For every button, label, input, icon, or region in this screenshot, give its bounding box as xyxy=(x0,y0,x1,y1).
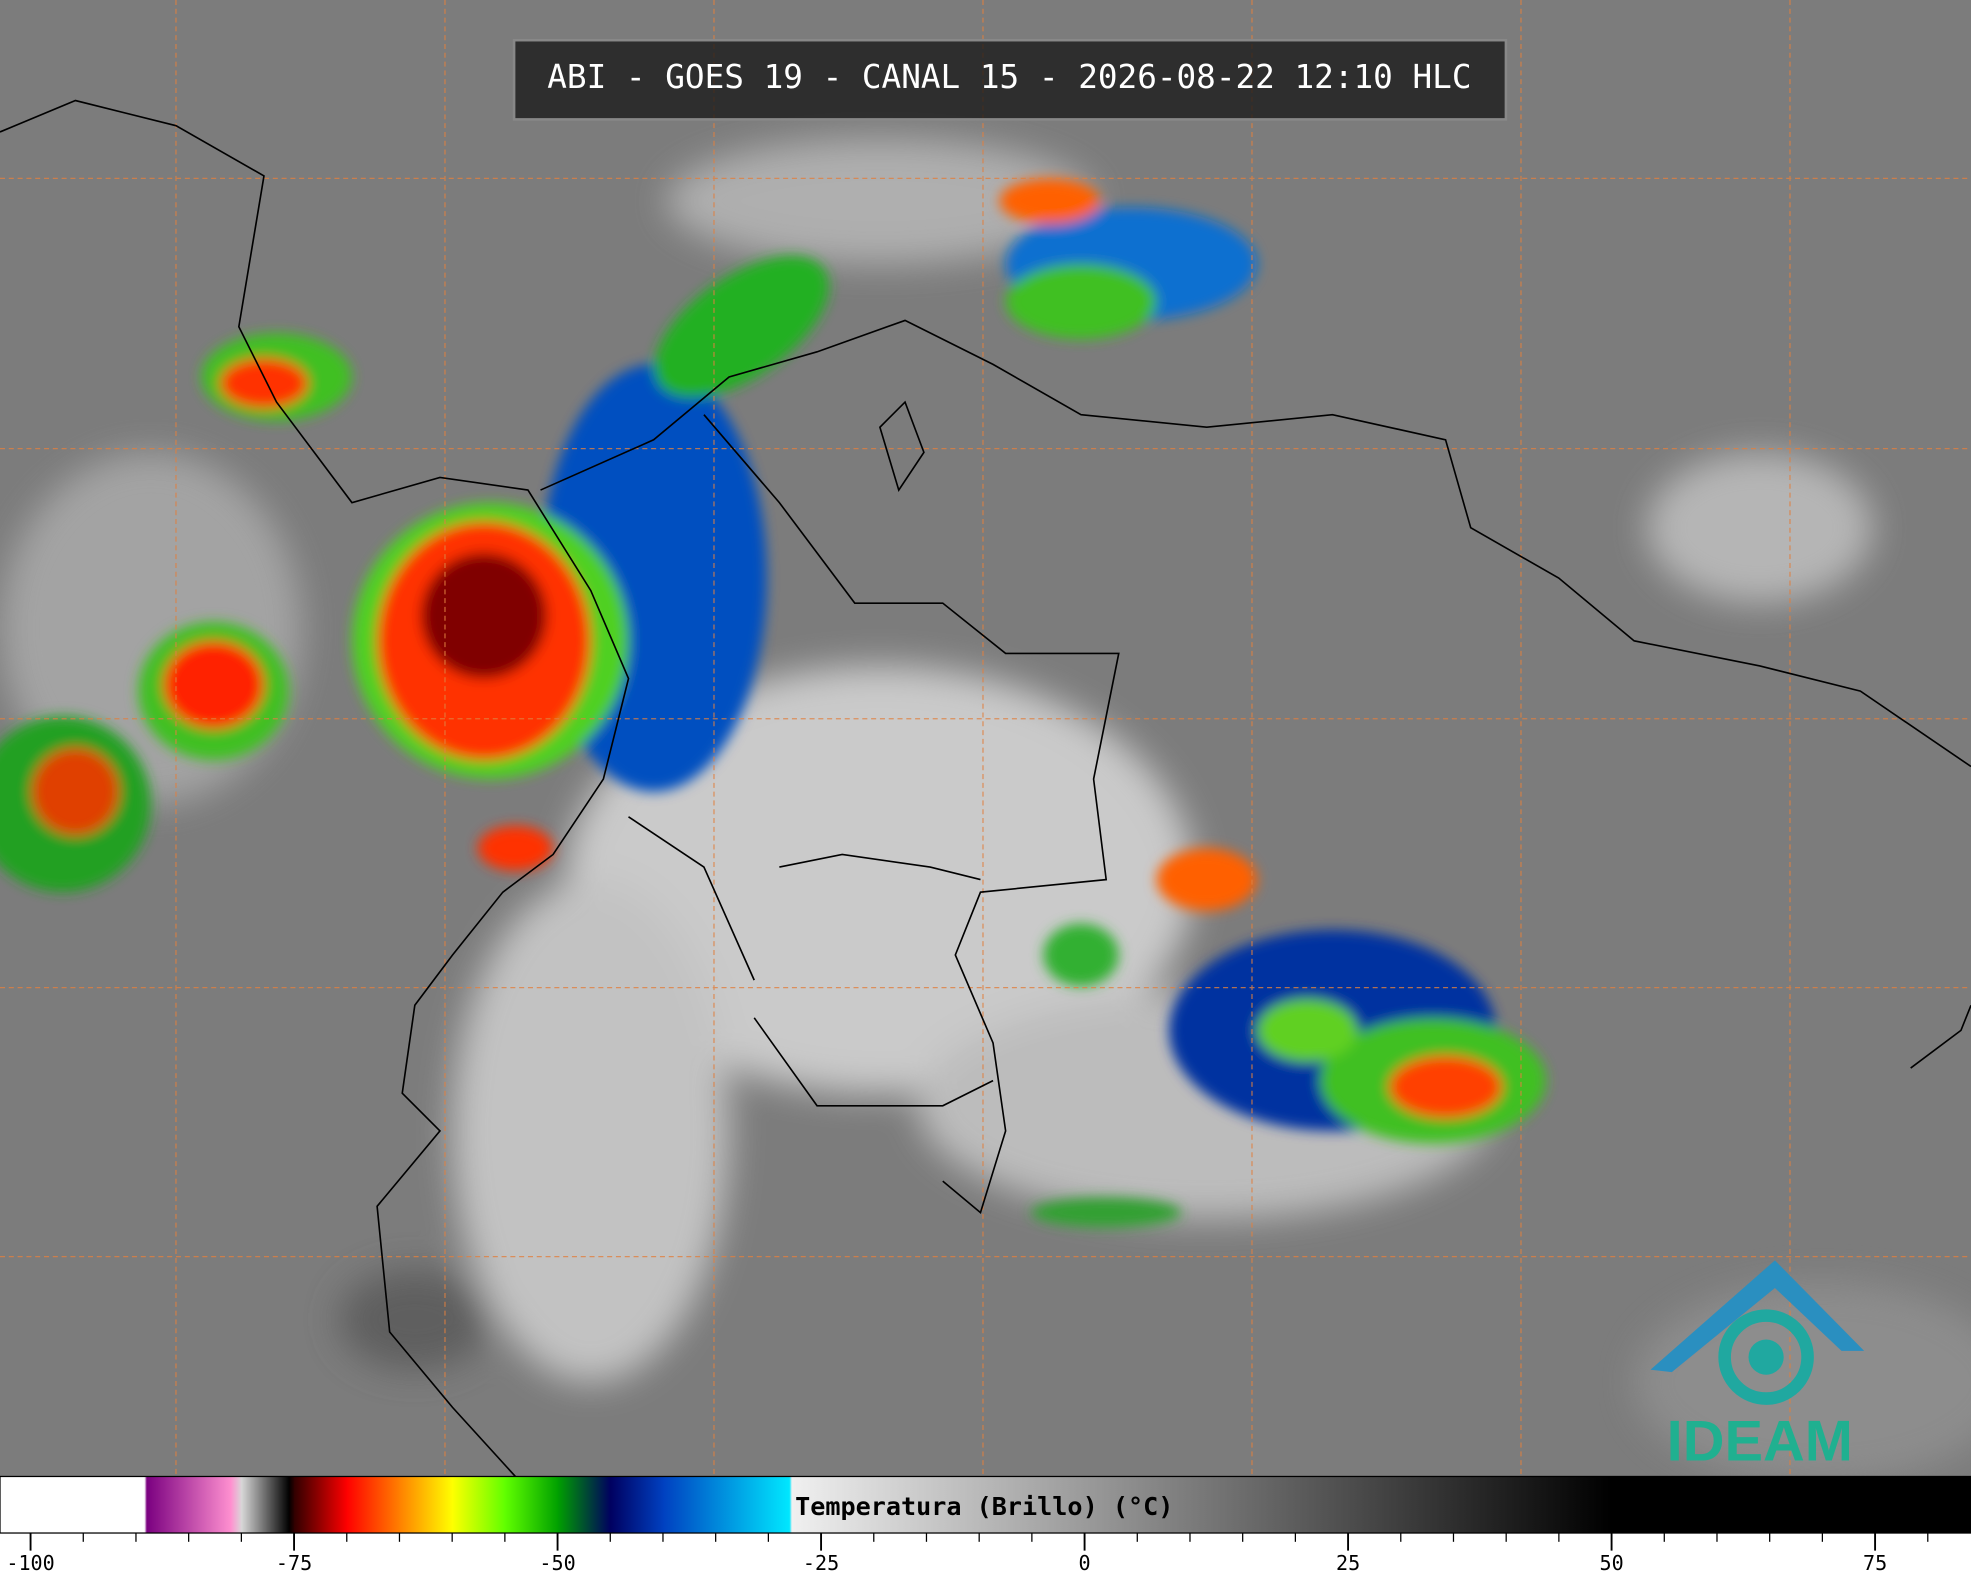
colorbar-label: Temperatura (Brillo) (°C) xyxy=(795,1492,1173,1521)
colorbar-segment xyxy=(504,1476,559,1534)
colorbar-segment xyxy=(230,1476,242,1534)
tick-label: 25 xyxy=(1336,1551,1360,1575)
colorbar-segment xyxy=(288,1476,295,1534)
tick-label: -50 xyxy=(539,1551,575,1575)
logo-text: IDEAM xyxy=(1667,1409,1853,1473)
colorbar-segment xyxy=(791,1476,1613,1534)
tick-label: 75 xyxy=(1863,1551,1887,1575)
colorbar-segment xyxy=(452,1476,506,1534)
imagery xyxy=(0,0,1971,1483)
colorbar-segment xyxy=(346,1476,401,1534)
colorbar-segment xyxy=(241,1476,290,1534)
title: ABI - GOES 19 - CANAL 15 - 2026-08-22 12… xyxy=(547,58,1471,96)
colorbar-segment xyxy=(399,1476,453,1534)
tick-label: 50 xyxy=(1599,1551,1623,1575)
tick-label: -25 xyxy=(803,1551,839,1575)
colorbar: Temperatura (Brillo) (°C) -100 -75 -50 -25 0 2… xyxy=(0,1475,1971,1577)
title-box: ABI - GOES 19 - CANAL 15 - 2026-08-22 12… xyxy=(512,38,1508,121)
colorbar-segment xyxy=(146,1476,232,1534)
colorbar-segment xyxy=(557,1476,611,1534)
tick-label: 0 xyxy=(1079,1551,1091,1575)
colorbar-segment xyxy=(610,1476,664,1534)
colorbar-segment xyxy=(0,1476,146,1534)
logo: IDEAM xyxy=(1650,1260,1865,1473)
tick-label: -75 xyxy=(276,1551,312,1575)
colorbar-segment xyxy=(144,1476,148,1534)
colorbar-segment xyxy=(1611,1476,1971,1534)
colorbar-segment xyxy=(789,1476,793,1534)
tick-label: -100 xyxy=(6,1551,54,1575)
colorbar-segment xyxy=(662,1476,791,1534)
colorbar-segment xyxy=(294,1476,348,1534)
